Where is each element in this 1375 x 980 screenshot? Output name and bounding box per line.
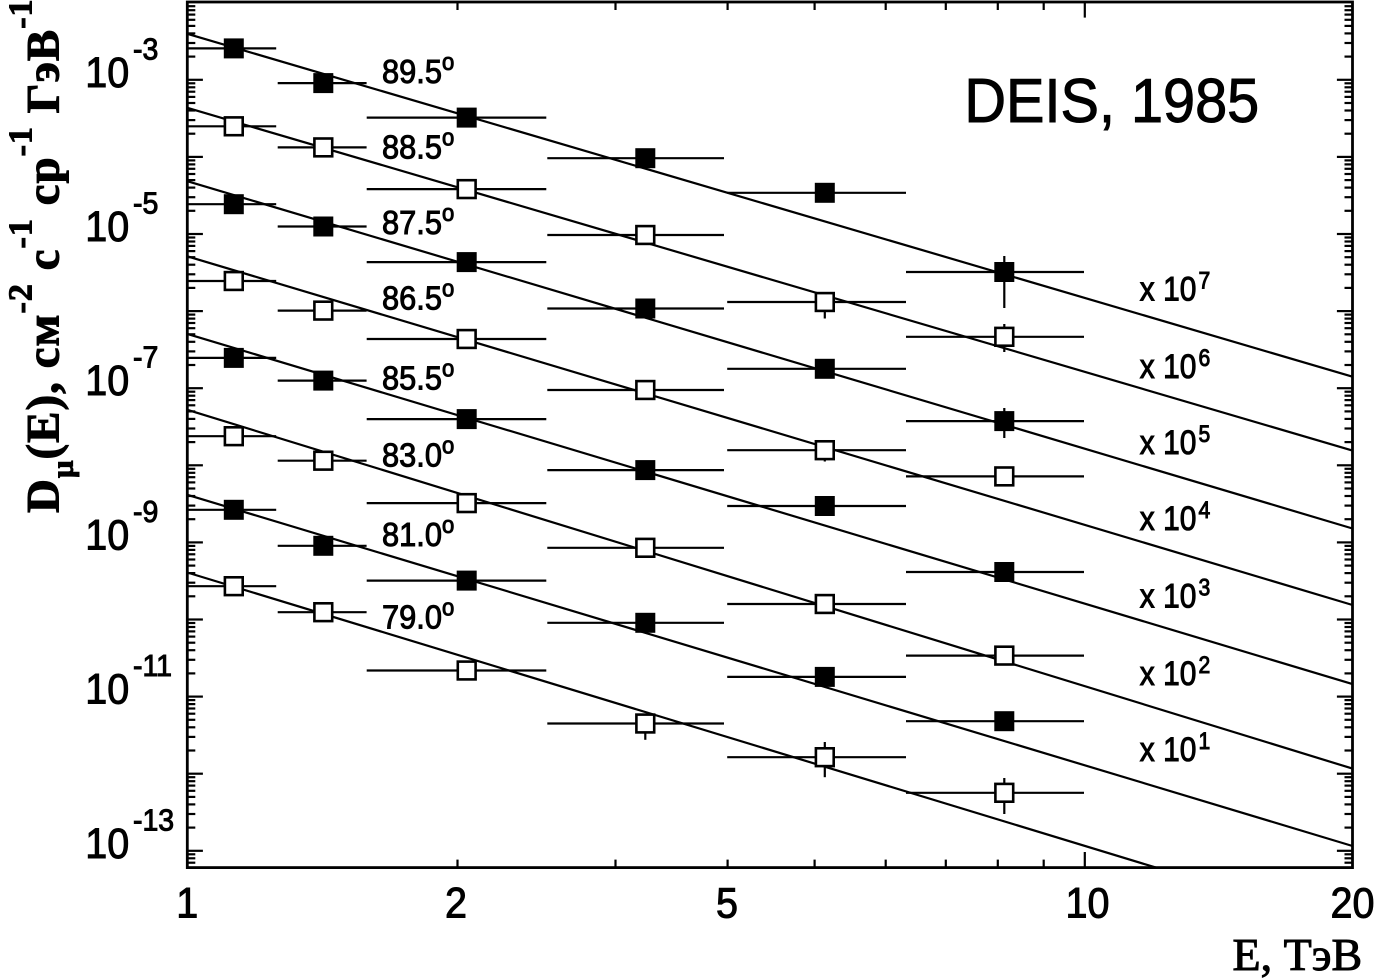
svg-text:1: 1 [176, 879, 198, 927]
svg-text:x 102: x 102 [1140, 652, 1210, 693]
svg-text:83.0o: 83.0o [382, 432, 454, 474]
svg-text:Dμ(E), см-2 с-1 ср-1 ГэВ-1: Dμ(E), см-2 с-1 ср-1 ГэВ-1 [3, 0, 80, 513]
svg-text:2: 2 [445, 879, 467, 927]
svg-text:5: 5 [716, 879, 738, 927]
svg-text:x 106: x 106 [1140, 345, 1210, 386]
svg-text:89.5o: 89.5o [382, 48, 454, 90]
svg-text:20: 20 [1331, 879, 1375, 927]
svg-text:10: 10 [1066, 879, 1110, 927]
svg-text:10-9: 10 -9 [85, 495, 158, 559]
svg-text:x 101: x 101 [1140, 728, 1210, 769]
svg-text:88.5o: 88.5o [382, 124, 454, 166]
svg-text:86.5o: 86.5o [382, 275, 454, 317]
svg-text:10-7: 10 -7 [85, 341, 158, 405]
svg-text:79.0o: 79.0o [382, 594, 454, 636]
svg-text:x 105: x 105 [1140, 421, 1210, 462]
svg-text:10-13: 10 -13 [85, 803, 174, 867]
svg-text:87.5o: 87.5o [382, 199, 454, 241]
svg-text:10-11: 10 -11 [85, 649, 172, 713]
svg-text:85.5o: 85.5o [382, 355, 454, 397]
svg-text:x 104: x 104 [1140, 497, 1210, 538]
svg-text:10-3: 10 -3 [85, 32, 158, 96]
svg-text:81.0o: 81.0o [382, 511, 454, 553]
svg-text:10-5: 10 -5 [85, 186, 158, 250]
svg-text:E, ТэВ: E, ТэВ [1233, 929, 1363, 980]
svg-text:x 107: x 107 [1140, 267, 1210, 308]
svg-text:x 103: x 103 [1140, 574, 1210, 615]
svg-text:DEIS, 1985: DEIS, 1985 [964, 66, 1259, 135]
